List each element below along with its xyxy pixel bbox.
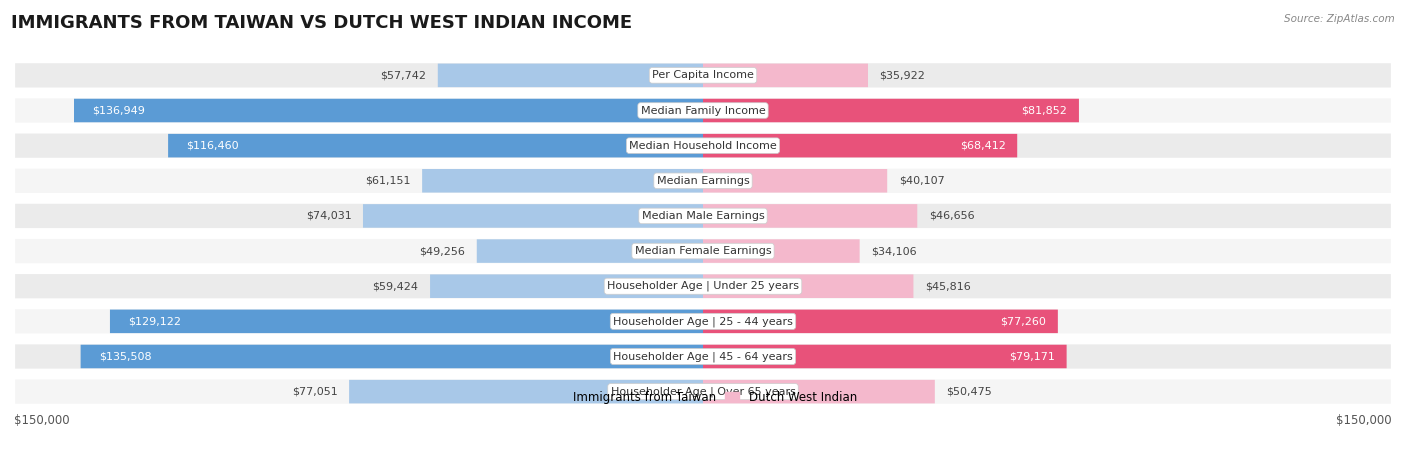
FancyBboxPatch shape [14, 273, 1392, 299]
Text: Median Male Earnings: Median Male Earnings [641, 211, 765, 221]
Text: Median Earnings: Median Earnings [657, 176, 749, 186]
Text: Source: ZipAtlas.com: Source: ZipAtlas.com [1284, 14, 1395, 24]
FancyBboxPatch shape [422, 169, 703, 192]
Text: $50,475: $50,475 [946, 387, 993, 396]
Text: Median Female Earnings: Median Female Earnings [634, 246, 772, 256]
Text: $116,460: $116,460 [187, 141, 239, 151]
FancyBboxPatch shape [349, 380, 703, 403]
FancyBboxPatch shape [80, 345, 703, 368]
Text: $129,122: $129,122 [128, 316, 181, 326]
FancyBboxPatch shape [14, 203, 1392, 229]
Text: $35,922: $35,922 [880, 71, 925, 80]
Text: $135,508: $135,508 [98, 352, 152, 361]
FancyBboxPatch shape [110, 310, 703, 333]
Text: $40,107: $40,107 [898, 176, 945, 186]
Text: $46,656: $46,656 [929, 211, 974, 221]
FancyBboxPatch shape [703, 239, 859, 263]
FancyBboxPatch shape [703, 275, 914, 298]
Text: $57,742: $57,742 [380, 71, 426, 80]
Text: $77,051: $77,051 [292, 387, 337, 396]
Text: $136,949: $136,949 [93, 106, 145, 115]
FancyBboxPatch shape [703, 169, 887, 192]
Text: $150,000: $150,000 [14, 414, 70, 427]
Text: $77,260: $77,260 [1001, 316, 1046, 326]
FancyBboxPatch shape [14, 343, 1392, 370]
Text: Householder Age | 25 - 44 years: Householder Age | 25 - 44 years [613, 316, 793, 326]
Text: $81,852: $81,852 [1022, 106, 1067, 115]
FancyBboxPatch shape [703, 99, 1078, 122]
FancyBboxPatch shape [703, 310, 1057, 333]
Text: Householder Age | Over 65 years: Householder Age | Over 65 years [610, 386, 796, 397]
Text: $74,031: $74,031 [305, 211, 352, 221]
FancyBboxPatch shape [703, 380, 935, 403]
FancyBboxPatch shape [703, 204, 917, 228]
FancyBboxPatch shape [14, 62, 1392, 89]
FancyBboxPatch shape [169, 134, 703, 157]
Text: $61,151: $61,151 [366, 176, 411, 186]
FancyBboxPatch shape [14, 378, 1392, 405]
Text: $68,412: $68,412 [960, 141, 1005, 151]
FancyBboxPatch shape [437, 64, 703, 87]
Text: IMMIGRANTS FROM TAIWAN VS DUTCH WEST INDIAN INCOME: IMMIGRANTS FROM TAIWAN VS DUTCH WEST IND… [11, 14, 633, 32]
FancyBboxPatch shape [14, 168, 1392, 194]
Text: $34,106: $34,106 [872, 246, 917, 256]
Text: Householder Age | Under 25 years: Householder Age | Under 25 years [607, 281, 799, 291]
FancyBboxPatch shape [430, 275, 703, 298]
Text: $59,424: $59,424 [373, 281, 419, 291]
Text: $150,000: $150,000 [1336, 414, 1392, 427]
Legend: Immigrants from Taiwan, Dutch West Indian: Immigrants from Taiwan, Dutch West India… [544, 386, 862, 409]
FancyBboxPatch shape [75, 99, 703, 122]
FancyBboxPatch shape [703, 64, 868, 87]
FancyBboxPatch shape [14, 308, 1392, 334]
Text: Householder Age | 45 - 64 years: Householder Age | 45 - 64 years [613, 351, 793, 362]
Text: $45,816: $45,816 [925, 281, 970, 291]
Text: Per Capita Income: Per Capita Income [652, 71, 754, 80]
FancyBboxPatch shape [477, 239, 703, 263]
Text: Median Household Income: Median Household Income [628, 141, 778, 151]
FancyBboxPatch shape [14, 97, 1392, 124]
Text: $49,256: $49,256 [419, 246, 465, 256]
FancyBboxPatch shape [14, 238, 1392, 264]
FancyBboxPatch shape [703, 345, 1067, 368]
Text: Median Family Income: Median Family Income [641, 106, 765, 115]
FancyBboxPatch shape [703, 134, 1017, 157]
FancyBboxPatch shape [14, 133, 1392, 159]
Text: $79,171: $79,171 [1010, 352, 1054, 361]
FancyBboxPatch shape [363, 204, 703, 228]
